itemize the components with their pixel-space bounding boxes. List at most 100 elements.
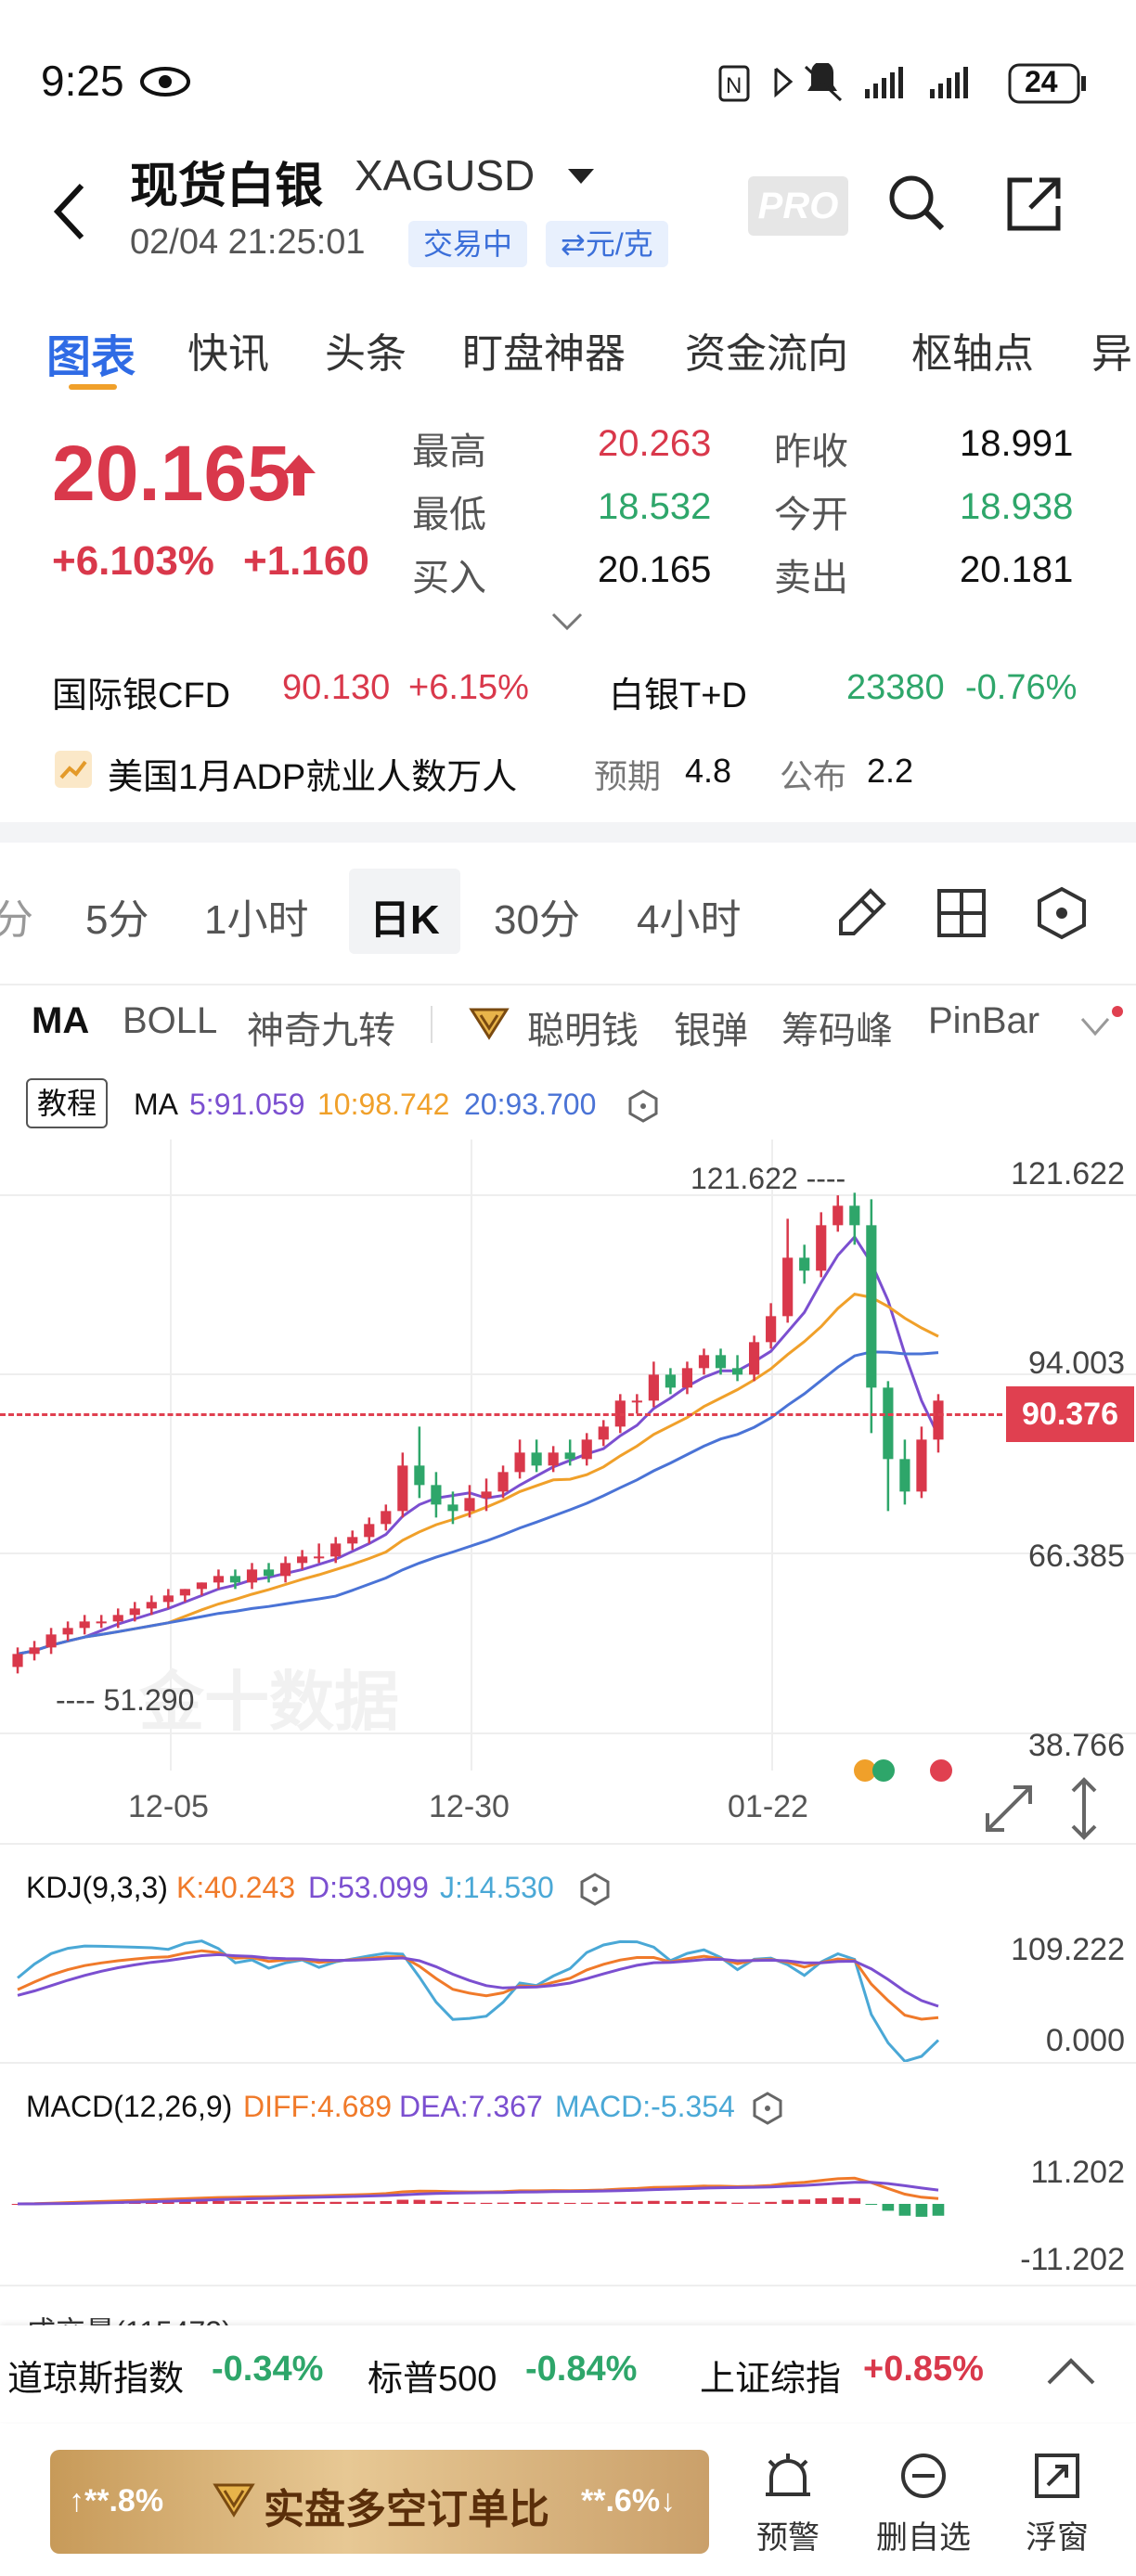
ticker-dow-name[interactable]: 道琼斯指数 bbox=[7, 2360, 185, 2399]
nav-float-window[interactable]: 浮窗 bbox=[997, 2450, 1117, 2557]
tab-headlines[interactable]: 头条 bbox=[325, 331, 407, 377]
candle-body bbox=[314, 1556, 325, 1559]
period-daily[interactable]: 日K bbox=[369, 897, 440, 943]
candle bbox=[314, 1543, 325, 1564]
kdj-chart[interactable] bbox=[0, 1912, 1136, 2069]
tutorial-button[interactable]: 教程 bbox=[26, 1078, 109, 1128]
ticker-bar[interactable] bbox=[0, 2325, 1136, 2422]
period-minute[interactable]: 分 bbox=[0, 897, 33, 943]
fullscreen-icon[interactable] bbox=[982, 1782, 1036, 1835]
kdj-j: J:14.530 bbox=[440, 1871, 554, 1904]
candlestick-chart[interactable]: 金十数据 bbox=[0, 1140, 1136, 1771]
macd-bar bbox=[781, 2199, 794, 2204]
svg-text:N: N bbox=[726, 73, 742, 98]
candle-body bbox=[782, 1257, 794, 1317]
candle bbox=[29, 1641, 40, 1661]
period-30min[interactable]: 30分 bbox=[494, 897, 580, 943]
quote-timestamp: 02/04 21:25:01 bbox=[130, 223, 366, 262]
volume-label: 成交量(115473) bbox=[26, 2309, 232, 2327]
ask-value: 20.181 bbox=[960, 549, 1074, 590]
pro-button[interactable]: PRO bbox=[748, 176, 848, 236]
macd-bar bbox=[832, 2197, 845, 2204]
unit-toggle-badge[interactable]: ⇄元/克 bbox=[546, 221, 668, 267]
macd-bar bbox=[463, 2202, 476, 2204]
candle bbox=[112, 1608, 123, 1629]
tab-more[interactable]: 异 bbox=[1091, 331, 1132, 377]
macd-bar bbox=[631, 2201, 643, 2204]
tab-watch-tool[interactable]: 盯盘神器 bbox=[462, 331, 626, 377]
cfd-label[interactable]: 国际银CFD bbox=[52, 676, 231, 715]
indicator-silver-bullet[interactable]: 银弹 bbox=[674, 1011, 748, 1051]
settings-hex-icon[interactable] bbox=[1034, 885, 1090, 941]
ma20-value: 20:93.700 bbox=[464, 1088, 597, 1121]
indicator-chip-peak[interactable]: 筹码峰 bbox=[781, 1011, 893, 1051]
instrument-symbol[interactable]: XAGUSD bbox=[355, 151, 536, 200]
macd-chart[interactable] bbox=[0, 2134, 1136, 2273]
search-icon[interactable] bbox=[886, 173, 946, 232]
candle-body bbox=[112, 1615, 123, 1622]
candle bbox=[681, 1361, 693, 1395]
more-indicators-icon[interactable] bbox=[1077, 1004, 1136, 1047]
tab-chart[interactable]: 图表 bbox=[46, 333, 136, 382]
kdj-j-line bbox=[17, 1939, 940, 2064]
candle bbox=[79, 1615, 90, 1635]
expand-chevron-icon[interactable] bbox=[551, 612, 583, 631]
candle-body bbox=[431, 1485, 442, 1505]
vertical-scale-icon[interactable] bbox=[1067, 1776, 1101, 1841]
nav-remove-watchlist[interactable]: 删自选 bbox=[863, 2450, 984, 2557]
macd-bar bbox=[213, 2200, 225, 2204]
indicator-td9[interactable]: 神奇九转 bbox=[247, 1011, 395, 1051]
ticker-sse-name[interactable]: 上证综指 bbox=[700, 2360, 842, 2399]
candle-body bbox=[129, 1608, 140, 1616]
macd-bar bbox=[263, 2201, 275, 2204]
nav-alert[interactable]: 预警 bbox=[728, 2450, 848, 2557]
candle-body bbox=[381, 1511, 392, 1525]
period-4hour[interactable]: 4小时 bbox=[637, 897, 742, 943]
caret-down-icon[interactable] bbox=[566, 167, 596, 186]
chevron-up-icon[interactable] bbox=[1045, 2355, 1097, 2389]
kdj-settings-icon[interactable] bbox=[579, 1873, 611, 1906]
macd-bar bbox=[580, 2202, 593, 2204]
watermark: 金十数据 bbox=[138, 1666, 399, 1738]
tab-pivot[interactable]: 枢轴点 bbox=[911, 331, 1034, 377]
long-short-ratio-button[interactable] bbox=[50, 2450, 709, 2554]
macd-bar bbox=[882, 2204, 895, 2211]
layout-grid-icon[interactable] bbox=[936, 887, 988, 939]
td-label[interactable]: 白银T+D bbox=[609, 676, 747, 715]
draw-tool-icon[interactable] bbox=[832, 883, 889, 941]
back-icon[interactable] bbox=[52, 182, 89, 241]
candle bbox=[129, 1602, 140, 1622]
divider bbox=[0, 2062, 1136, 2064]
period-1hour[interactable]: 1小时 bbox=[204, 897, 309, 943]
candle bbox=[581, 1433, 592, 1466]
candle bbox=[96, 1615, 107, 1629]
macd-bar bbox=[865, 2204, 878, 2205]
candle-body bbox=[464, 1498, 475, 1512]
macd-settings-icon[interactable] bbox=[752, 2092, 783, 2125]
prev-close-label: 昨收 bbox=[774, 431, 848, 472]
share-icon[interactable] bbox=[1004, 174, 1064, 234]
candle-body bbox=[715, 1355, 727, 1369]
candle-body bbox=[330, 1543, 342, 1557]
x-label-3: 01-22 bbox=[728, 1789, 808, 1824]
ticker-sp500-name[interactable]: 标普500 bbox=[368, 2360, 497, 2399]
tab-flash[interactable]: 快讯 bbox=[187, 331, 269, 377]
indicator-boll[interactable]: BOLL bbox=[123, 1000, 218, 1041]
period-5min[interactable]: 5分 bbox=[85, 897, 149, 943]
candle bbox=[665, 1368, 677, 1395]
long-pct: ↑**.8% bbox=[69, 2483, 164, 2518]
ma-settings-icon[interactable] bbox=[627, 1089, 659, 1123]
tab-fund-flow[interactable]: 资金流向 bbox=[685, 331, 848, 377]
candle-body bbox=[229, 1576, 241, 1583]
indicator-ma[interactable]: MA bbox=[32, 1000, 90, 1041]
event-dots[interactable] bbox=[850, 1758, 962, 1785]
status-bar: 9:25 N 24 bbox=[0, 0, 1136, 139]
candle-body bbox=[246, 1569, 258, 1583]
open-value: 18.938 bbox=[960, 486, 1074, 527]
candle bbox=[849, 1192, 860, 1245]
prev-close-value: 18.991 bbox=[960, 423, 1074, 464]
current-price-tag: 90.376 bbox=[1006, 1386, 1134, 1442]
indicator-smart-money[interactable]: 聪明钱 bbox=[527, 1011, 639, 1051]
candle bbox=[347, 1530, 358, 1551]
indicator-pinbar[interactable]: PinBar bbox=[928, 1000, 1040, 1041]
